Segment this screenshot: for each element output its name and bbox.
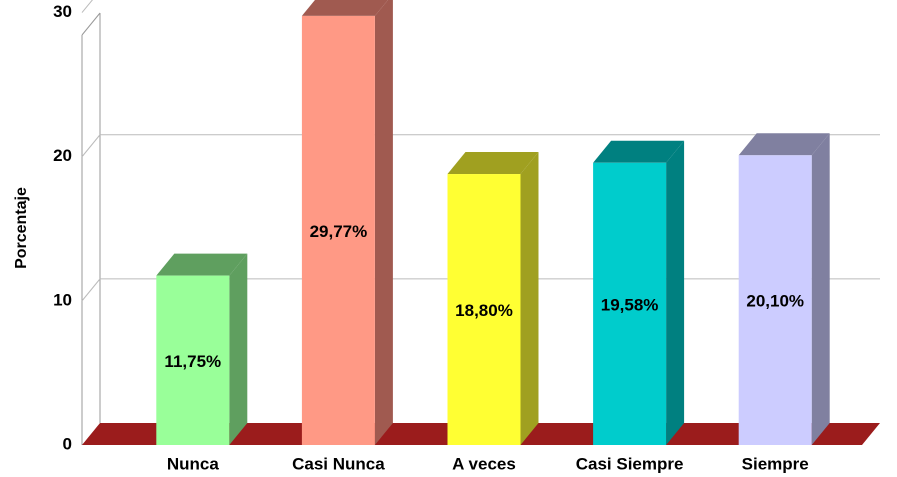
value-label: 29,77% bbox=[310, 222, 368, 241]
bar-top bbox=[593, 140, 685, 163]
value-label: 20,10% bbox=[746, 292, 804, 311]
bar-side bbox=[374, 0, 393, 445]
bar-top bbox=[738, 133, 830, 156]
bar-side bbox=[666, 140, 685, 445]
bar bbox=[156, 275, 230, 445]
x-tick-label: Nunca bbox=[167, 454, 220, 473]
bar bbox=[593, 162, 667, 445]
bar bbox=[301, 15, 375, 446]
wall-edge bbox=[81, 12, 101, 36]
bar bbox=[447, 174, 521, 446]
value-label: 11,75% bbox=[164, 352, 221, 371]
y-axis-label: Porcentaje bbox=[13, 187, 30, 269]
bar-side bbox=[811, 133, 830, 446]
grid-line bbox=[81, 134, 101, 158]
grid-line bbox=[81, 278, 101, 302]
bar-top bbox=[156, 253, 248, 276]
grid-line bbox=[81, 0, 93, 13]
y-tick-label: 20 bbox=[53, 146, 72, 165]
value-label: 18,80% bbox=[455, 301, 513, 320]
bar-top bbox=[301, 0, 388, 16]
bar-side bbox=[520, 152, 539, 446]
x-tick-label: Casi Siempre bbox=[576, 454, 684, 473]
y-tick-label: 0 bbox=[63, 434, 72, 453]
y-tick-label: 30 bbox=[53, 2, 72, 21]
bar-top bbox=[447, 152, 539, 175]
x-tick-label: Siempre bbox=[742, 454, 809, 473]
value-label: 19,58% bbox=[601, 295, 659, 314]
bar-side bbox=[229, 253, 248, 445]
x-tick-label: Casi Nunca bbox=[292, 454, 385, 473]
x-tick-label: A veces bbox=[452, 454, 516, 473]
bar bbox=[738, 155, 812, 446]
y-tick-label: 10 bbox=[53, 290, 72, 309]
